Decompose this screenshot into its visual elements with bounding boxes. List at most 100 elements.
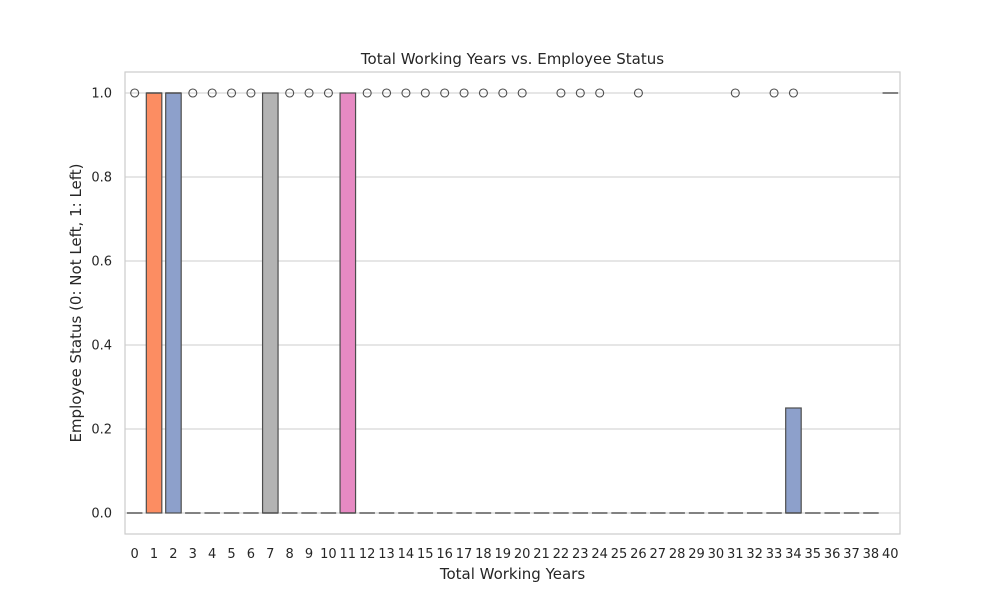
box-4 — [204, 88, 220, 514]
x-tick-label: 0 — [131, 547, 139, 562]
box-11 — [339, 92, 357, 514]
outlier-point — [207, 88, 217, 98]
box-body — [339, 92, 357, 514]
outlier-point — [730, 88, 740, 98]
box-body — [145, 92, 163, 514]
y-tick-label: 0.0 — [91, 507, 112, 522]
outlier-point — [788, 88, 798, 98]
box-10 — [320, 88, 337, 514]
outlier-point — [401, 88, 411, 98]
box-body — [785, 407, 802, 514]
x-tick-label: 8 — [286, 547, 294, 562]
x-tick-label: 1 — [150, 547, 158, 562]
y-tick-labels: 0.0 0.2 0.4 0.6 0.8 1.0 — [91, 87, 112, 522]
outlier-point — [382, 88, 392, 98]
box-24 — [591, 88, 608, 514]
box-18 — [475, 88, 492, 514]
x-tick-label: 18 — [475, 547, 492, 562]
x-tick-label: 6 — [247, 547, 255, 562]
outlier-point — [498, 88, 508, 98]
outlier-point — [517, 88, 527, 98]
x-tick-label: 34 — [785, 547, 802, 562]
x-tick-label: 33 — [766, 547, 783, 562]
box-12 — [359, 88, 375, 514]
box-33 — [766, 88, 782, 514]
chart-title: Total Working Years vs. Employee Status — [360, 50, 664, 68]
outlier-point — [459, 88, 469, 98]
box-body — [261, 92, 279, 514]
box-body — [165, 92, 182, 514]
outlier-point — [130, 88, 140, 98]
box-5 — [223, 88, 240, 514]
outlier-point — [478, 88, 488, 98]
box-15 — [417, 88, 434, 514]
x-tick-label: 13 — [378, 547, 395, 562]
box-0 — [126, 88, 143, 514]
x-tick-label: 27 — [650, 547, 667, 562]
x-tick-label: 32 — [746, 547, 763, 562]
x-tick-label: 17 — [456, 547, 473, 562]
y-tick-label: 1.0 — [91, 87, 112, 102]
x-tick-label: 3 — [189, 547, 197, 562]
box-1 — [145, 92, 163, 514]
x-axis-label: Total Working Years — [439, 565, 586, 583]
box-20 — [514, 88, 530, 514]
box-26 — [630, 88, 647, 514]
outlier-point — [595, 88, 605, 98]
box-13 — [378, 88, 395, 514]
x-tick-label: 37 — [843, 547, 860, 562]
outlier-point — [556, 88, 566, 98]
x-tick-label: 20 — [514, 547, 531, 562]
y-axis-label: Employee Status (0: Not Left, 1: Left) — [67, 163, 85, 442]
outlier-point — [285, 88, 295, 98]
box-19 — [495, 88, 511, 514]
box-6 — [243, 88, 259, 514]
outlier-point — [420, 88, 430, 98]
outlier-point — [769, 88, 779, 98]
x-tick-label: 12 — [359, 547, 376, 562]
boxes — [126, 88, 899, 514]
x-tick-label: 28 — [669, 547, 686, 562]
outlier-point — [633, 88, 643, 98]
x-tick-label: 40 — [882, 547, 899, 562]
x-tick-label: 29 — [688, 547, 705, 562]
x-tick-label: 35 — [805, 547, 822, 562]
box-23 — [572, 88, 589, 514]
box-34 — [785, 88, 802, 514]
box-16 — [436, 88, 453, 514]
box-8 — [281, 88, 298, 514]
x-tick-label: 5 — [227, 547, 235, 562]
plot-frame — [124, 71, 901, 535]
y-tick-label: 0.6 — [91, 255, 112, 270]
outlier-point — [440, 88, 450, 98]
x-tick-labels: 0 1 2 3 4 5 6 7 8 9 10 11 12 13 14 15 16 17 18 19 20 21 22 23 24… — [131, 547, 899, 562]
x-tick-label: 30 — [708, 547, 725, 562]
outlier-point — [227, 88, 237, 98]
x-tick-label: 22 — [553, 547, 570, 562]
x-tick-label: 19 — [495, 547, 512, 562]
box-31 — [727, 88, 744, 514]
x-tick-label: 14 — [398, 547, 415, 562]
box-22 — [553, 88, 569, 514]
x-tick-label: 9 — [305, 547, 313, 562]
x-tick-label: 26 — [630, 547, 647, 562]
x-tick-label: 36 — [824, 547, 841, 562]
outlier-point — [362, 88, 372, 98]
y-tick-label: 0.8 — [91, 171, 112, 186]
y-tick-label: 0.4 — [91, 339, 112, 354]
box-3 — [185, 88, 201, 514]
x-tick-label: 31 — [727, 547, 744, 562]
box-14 — [398, 88, 414, 514]
x-tick-label: 21 — [533, 547, 550, 562]
x-tick-label: 11 — [340, 547, 357, 562]
x-tick-label: 2 — [169, 547, 177, 562]
box-17 — [456, 88, 472, 514]
outlier-point — [246, 88, 256, 98]
x-tick-label: 38 — [863, 547, 880, 562]
y-tick-label: 0.2 — [91, 423, 112, 438]
outlier-point — [188, 88, 198, 98]
box-7 — [261, 92, 279, 514]
outlier-point — [304, 88, 314, 98]
outlier-point — [323, 88, 333, 98]
